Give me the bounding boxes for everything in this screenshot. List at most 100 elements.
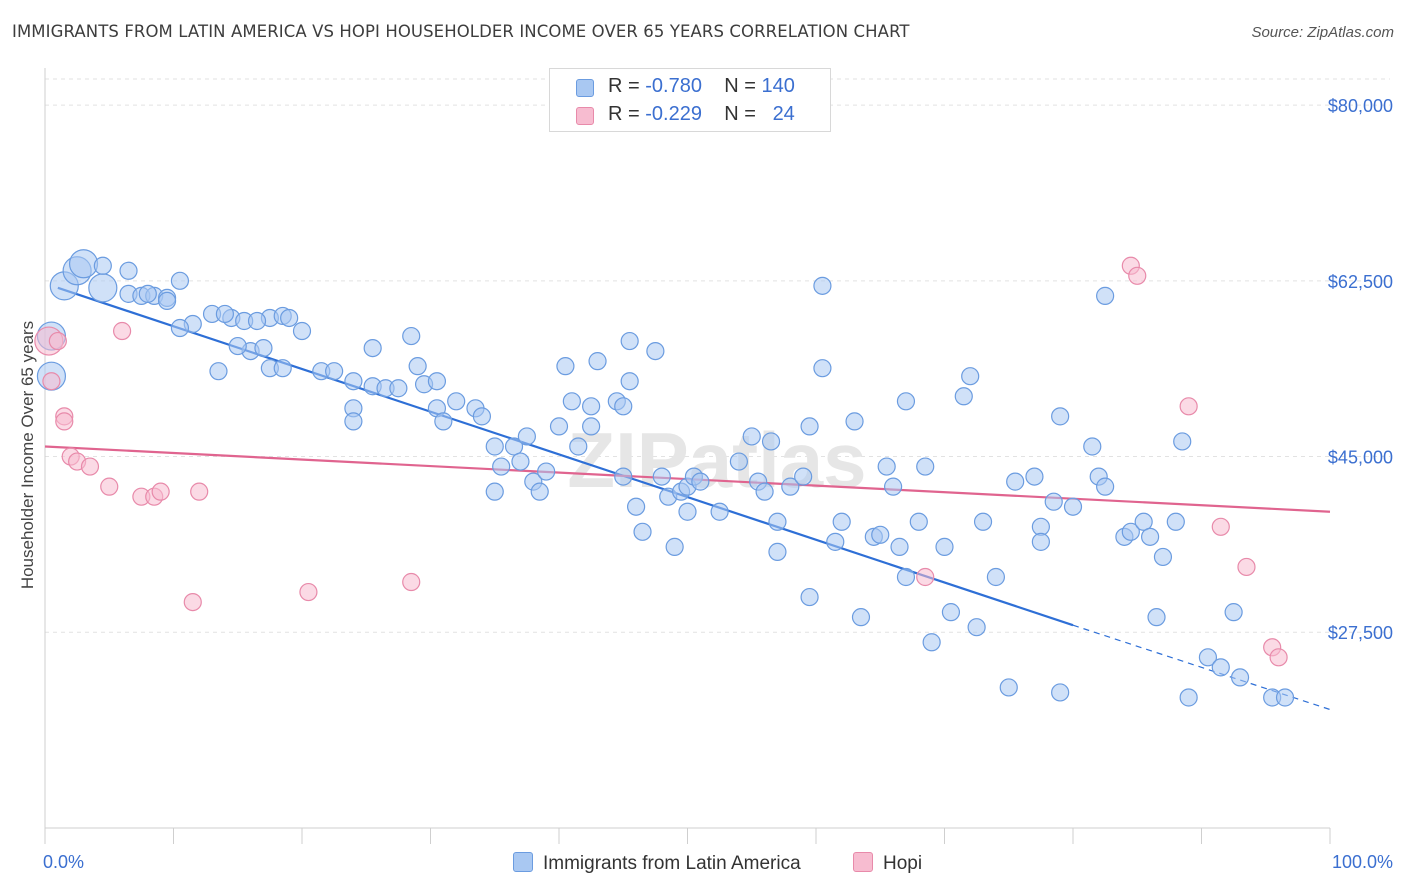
hopi-point bbox=[402, 572, 421, 592]
latin-america-point bbox=[157, 291, 177, 310]
hopi-point bbox=[183, 592, 202, 612]
y-axis-label: Householder Income Over 65 years bbox=[18, 321, 37, 589]
latin-america-point bbox=[794, 467, 813, 486]
latin-america-point bbox=[826, 532, 845, 551]
latin-america-point bbox=[1140, 527, 1160, 546]
latin-america-point bbox=[492, 457, 511, 476]
latin-america-point bbox=[504, 437, 524, 456]
latin-america-point bbox=[344, 412, 363, 431]
hopi-point bbox=[299, 582, 318, 602]
latin-america-point bbox=[1211, 658, 1230, 677]
latin-america-point bbox=[209, 362, 228, 381]
latin-america-point bbox=[986, 567, 1006, 587]
bottom-legend-latin-america: Immigrants from Latin America bbox=[513, 852, 801, 875]
latin-america-point bbox=[710, 502, 729, 521]
latin-america-point bbox=[1031, 517, 1050, 536]
latin-america-point bbox=[909, 512, 928, 531]
hopi-point bbox=[112, 321, 132, 341]
legend-box: R = -0.780 N = 140 R = -0.229 N = 24 bbox=[549, 68, 831, 132]
latin-america-point bbox=[215, 304, 234, 324]
legend-n-label: N = bbox=[724, 103, 756, 125]
legend-r-label: R = bbox=[608, 103, 640, 125]
hopi-point bbox=[1179, 397, 1198, 416]
legend-swatch-blue bbox=[576, 79, 594, 97]
hopi-point bbox=[100, 477, 119, 496]
latin-america-point bbox=[633, 522, 652, 541]
latin-america-point bbox=[896, 567, 916, 587]
x-tick-label: 100.0% bbox=[1332, 852, 1393, 872]
latin-america-point bbox=[344, 372, 363, 391]
latin-america-point bbox=[896, 392, 916, 411]
latin-america-point bbox=[119, 261, 138, 280]
bottom-legend-label: Hopi bbox=[883, 853, 923, 874]
latin-america-point bbox=[389, 379, 408, 398]
latin-america-point bbox=[941, 603, 961, 622]
hopi-point bbox=[1128, 266, 1147, 285]
latin-america-point bbox=[68, 249, 99, 279]
latin-america-point bbox=[800, 417, 819, 436]
latin-america-point bbox=[1224, 603, 1243, 622]
latin-america-point bbox=[883, 477, 903, 496]
hopi-point bbox=[151, 482, 170, 501]
y-tick-label: $62,500 bbox=[1328, 272, 1393, 292]
latin-america-point bbox=[1198, 648, 1218, 667]
latin-america-point bbox=[922, 633, 941, 652]
latin-america-point bbox=[280, 308, 299, 328]
latin-america-point bbox=[582, 417, 601, 436]
hopi-point bbox=[42, 372, 61, 391]
latin-america-point bbox=[170, 271, 190, 290]
legend-r-value: -0.780 bbox=[645, 75, 702, 97]
latin-america-point bbox=[967, 618, 986, 637]
hopi-point bbox=[916, 567, 935, 587]
latin-america-point bbox=[652, 467, 671, 486]
y-tick-label: $80,000 bbox=[1328, 96, 1393, 116]
source-label: Source: ZipAtlas.com bbox=[1251, 24, 1394, 41]
latin-america-point bbox=[1063, 497, 1083, 516]
latin-america-point bbox=[247, 311, 267, 331]
latin-america-point bbox=[961, 367, 980, 386]
latin-america-point bbox=[588, 352, 607, 371]
latin-america-point bbox=[1275, 688, 1295, 707]
latin-america-point bbox=[170, 318, 190, 338]
latin-america-point bbox=[626, 497, 646, 516]
legend-swatch-pink bbox=[576, 107, 594, 125]
latin-america-point bbox=[1044, 492, 1063, 511]
latin-america-point bbox=[254, 338, 273, 358]
latin-america-point bbox=[1179, 688, 1198, 707]
latin-america-point bbox=[1134, 512, 1153, 531]
axis-labels: $27,500 $45,000 $62,500 $80,000 0.0% 100.0% Ho… bbox=[18, 96, 1393, 872]
latin-america-point bbox=[1147, 608, 1166, 627]
latin-america-point bbox=[511, 452, 530, 471]
hopi-point bbox=[190, 482, 209, 501]
latin-america-point bbox=[691, 472, 710, 491]
latin-america-point bbox=[729, 452, 749, 471]
latin-america-point bbox=[614, 467, 633, 486]
latin-america-point bbox=[1031, 532, 1050, 551]
latin-america-point bbox=[1096, 477, 1115, 496]
latin-america-point bbox=[485, 437, 504, 456]
latin-america-point bbox=[228, 336, 247, 356]
latin-america-point bbox=[1173, 432, 1192, 451]
hopi-point bbox=[48, 331, 67, 351]
latin-america-point bbox=[569, 437, 588, 456]
latin-america-point bbox=[292, 321, 312, 341]
hopi-point bbox=[1211, 517, 1230, 536]
latin-america-point bbox=[620, 372, 639, 391]
latin-america-point bbox=[665, 537, 684, 556]
legend-r-label: R = bbox=[608, 75, 640, 97]
latin-america-point bbox=[549, 417, 569, 436]
latin-america-point bbox=[813, 276, 832, 295]
latin-america-point bbox=[768, 542, 787, 562]
latin-america-point bbox=[916, 457, 935, 476]
latin-america-point bbox=[761, 432, 781, 451]
x-tick-label: 0.0% bbox=[43, 852, 84, 872]
bottom-legend-label: Immigrants from Latin America bbox=[543, 853, 801, 874]
data-points bbox=[34, 249, 1295, 707]
latin-america-point bbox=[768, 512, 787, 531]
bottom-legend-swatch-blue bbox=[513, 852, 533, 872]
latin-america-point bbox=[935, 537, 954, 556]
latin-america-point bbox=[954, 387, 973, 406]
latin-america-point bbox=[973, 512, 993, 531]
bottom-legend-swatch-pink bbox=[853, 852, 873, 872]
latin-america-point bbox=[472, 407, 491, 426]
